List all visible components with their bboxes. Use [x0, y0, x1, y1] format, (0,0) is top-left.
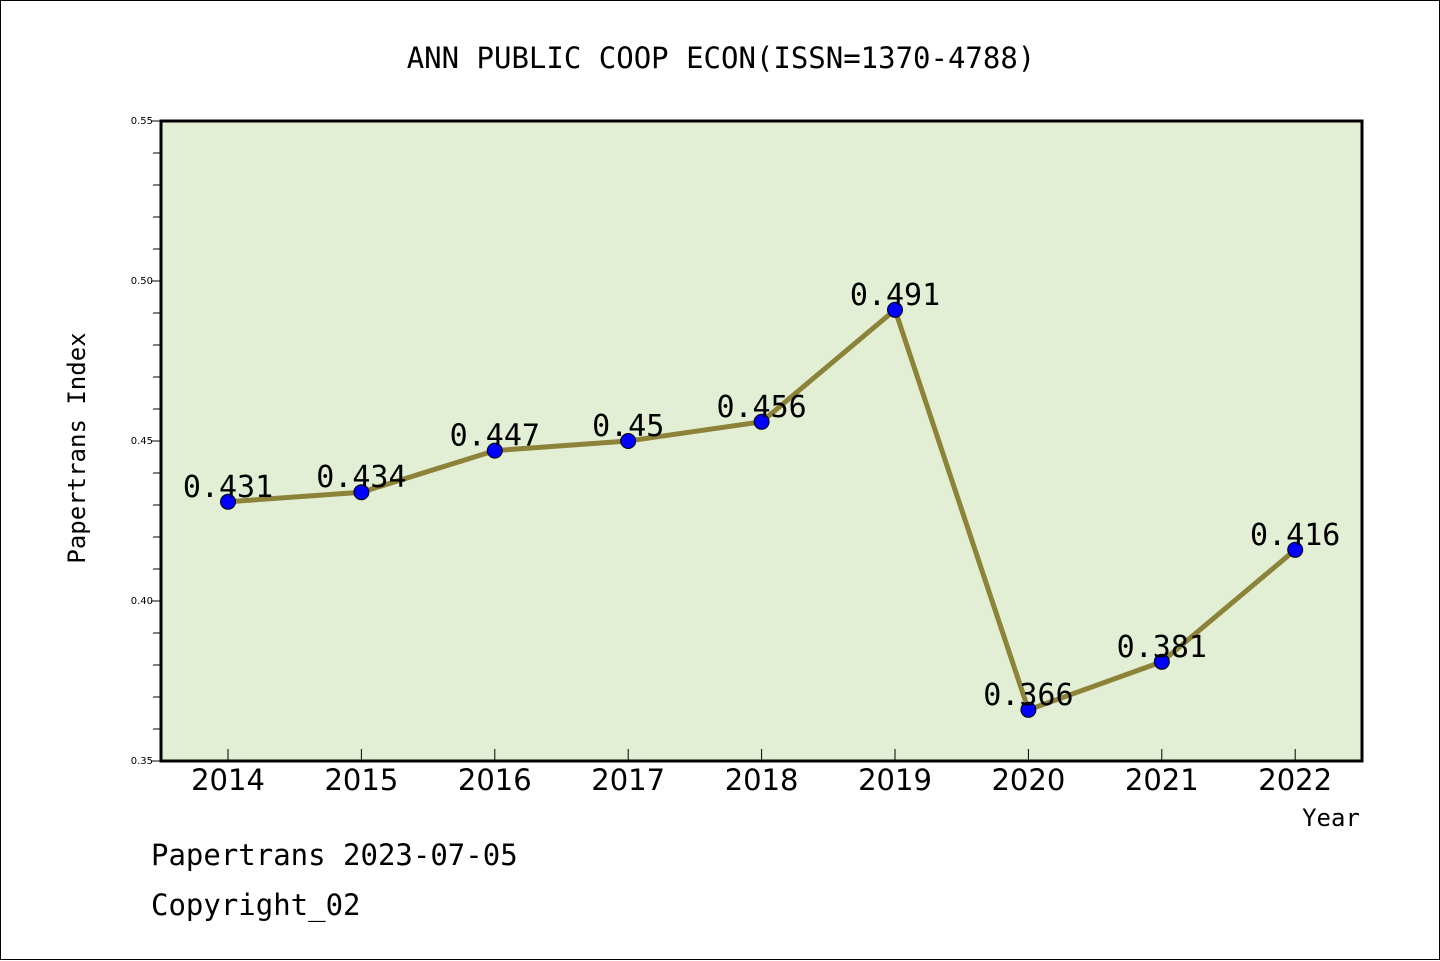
- x-tick-label: 2022: [1258, 763, 1332, 797]
- data-point: [486, 442, 503, 459]
- chart-title: ANN PUBLIC COOP ECON(ISSN=1370-4788): [407, 41, 1036, 75]
- data-label: 0.416: [1250, 518, 1340, 553]
- x-tick-label: 2017: [591, 763, 665, 797]
- data-point: [1153, 653, 1170, 670]
- x-tick-label: 2020: [991, 763, 1065, 797]
- y-tick-label: 0.40: [131, 596, 153, 607]
- y-axis: 0.35 0.40 0.45 0.50 0.55: [131, 116, 161, 767]
- footer-source: Papertrans 2023-07-05: [151, 838, 518, 872]
- x-tick-label: 2021: [1125, 763, 1199, 797]
- data-label: 0.456: [716, 390, 806, 425]
- y-tick-label: 0.50: [131, 276, 153, 287]
- data-label: 0.45: [592, 409, 664, 444]
- x-axis-label: Year: [1302, 804, 1360, 832]
- data-label: 0.434: [316, 460, 406, 495]
- data-label: 0.431: [183, 470, 273, 505]
- data-point: [887, 301, 903, 318]
- data-point: [353, 484, 370, 501]
- y-tick-label: 0.45: [131, 436, 153, 447]
- x-tick-label: 2015: [324, 763, 398, 797]
- data-point: [753, 413, 770, 430]
- x-tick-label: 2019: [858, 763, 932, 797]
- data-markers: [220, 301, 1304, 718]
- plot-area: [159, 119, 1364, 763]
- data-label: 0.381: [1117, 630, 1207, 665]
- data-point: [620, 433, 637, 449]
- x-tick-label: 2018: [725, 763, 799, 797]
- x-tick-label: 2016: [458, 763, 532, 797]
- y-tick-label: 0.35: [131, 756, 153, 767]
- data-point: [1020, 701, 1037, 718]
- x-axis: 2014 2015 2016 2017 2018 2019 2020 2021 2022: [191, 749, 1332, 797]
- data-label: 0.491: [850, 278, 940, 313]
- data-label: 0.447: [450, 419, 540, 454]
- x-tick-label: 2014: [191, 763, 265, 797]
- y-axis-label: Papertrans Index: [63, 332, 91, 563]
- data-label: 0.366: [983, 678, 1073, 713]
- data-point: [220, 493, 236, 510]
- data-point: [1287, 541, 1304, 558]
- footer-copyright: Copyright_02: [151, 888, 361, 923]
- y-tick-label: 0.55: [131, 116, 153, 127]
- data-labels: 0.431 0.434 0.447 0.45 0.456 0.491 0.366 0.381 0…: [183, 278, 1341, 713]
